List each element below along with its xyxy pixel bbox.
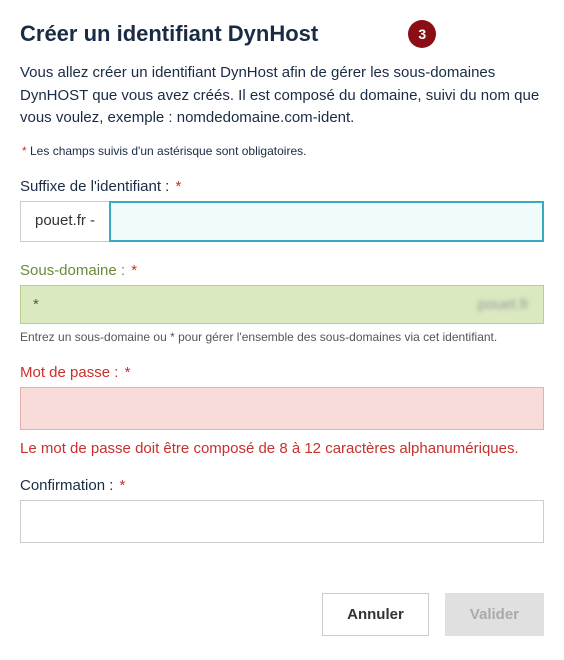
subdomain-label-text: Sous-domaine :	[20, 262, 125, 279]
confirm-label-text: Confirmation :	[20, 477, 113, 494]
suffix-prefix: pouet.fr -	[20, 201, 109, 242]
suffix-input[interactable]	[109, 201, 544, 242]
subdomain-label: Sous-domaine : *	[20, 262, 544, 279]
password-label-text: Mot de passe :	[20, 364, 118, 381]
asterisk-icon: *	[120, 477, 126, 494]
step-badge: 3	[408, 20, 436, 48]
required-fields-note: * Les champs suivis d'un astérisque sont…	[20, 144, 544, 158]
confirm-input[interactable]	[20, 500, 544, 543]
submit-button[interactable]: Valider	[445, 593, 544, 636]
subdomain-input[interactable]	[21, 286, 460, 323]
password-error: Le mot de passe doit être composé de 8 à…	[20, 440, 544, 457]
confirm-label: Confirmation : *	[20, 477, 544, 494]
subdomain-suffix: .pouet.fr	[460, 286, 543, 323]
asterisk-icon: *	[131, 262, 137, 279]
asterisk-icon: *	[125, 364, 131, 381]
password-label: Mot de passe : *	[20, 364, 544, 381]
subdomain-hint: Entrez un sous-domaine ou * pour gérer l…	[20, 330, 544, 344]
suffix-label-text: Suffixe de l'identifiant :	[20, 178, 169, 195]
asterisk-icon: *	[176, 178, 182, 195]
suffix-label: Suffixe de l'identifiant : *	[20, 178, 544, 195]
intro-text: Vous allez créer un identifiant DynHost …	[20, 62, 544, 130]
required-note-text: Les champs suivis d'un astérisque sont o…	[27, 144, 307, 158]
password-input[interactable]	[20, 387, 544, 430]
page-title: Créer un identifiant DynHost	[20, 21, 318, 47]
cancel-button[interactable]: Annuler	[322, 593, 429, 636]
